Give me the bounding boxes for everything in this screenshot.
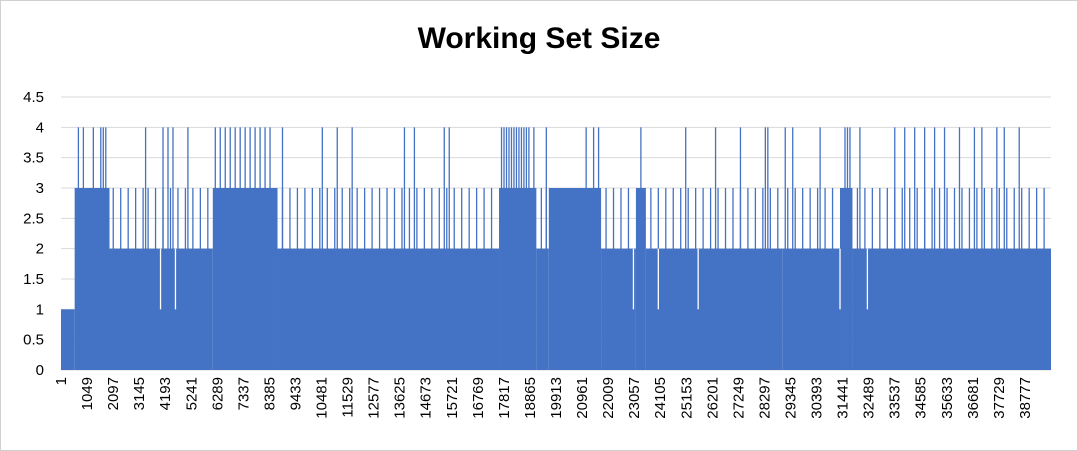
area-segment-5 (499, 188, 537, 370)
y-tick-label-2: 1 (36, 301, 44, 318)
x-axis-ticks: 1 1049 2097 3145 4193 5241 6289 7337 8385 9433 104… (53, 377, 1034, 419)
x-tick-label-35: 36681 (965, 377, 982, 419)
y-tick-label-9: 4.5 (23, 89, 44, 106)
y-tick-label-7: 3.5 (23, 150, 44, 167)
x-tick-label-10: 10481 (314, 377, 331, 419)
chart-title: Working Set Size (417, 22, 661, 55)
x-tick-label-16: 16769 (470, 377, 487, 419)
x-tick-label-9: 9433 (287, 377, 304, 410)
area-segment-8 (601, 248, 636, 370)
y-tick-label-6: 3 (36, 180, 44, 197)
x-tick-label-34: 35633 (939, 377, 956, 419)
x-tick-label-6: 6289 (209, 377, 226, 410)
x-tick-label-28: 29345 (782, 377, 799, 419)
y-tick-label-5: 2.5 (23, 210, 44, 227)
x-tick-label-23: 24105 (652, 377, 669, 419)
area-segment-0 (61, 309, 75, 370)
x-tick-label-8: 8385 (261, 377, 278, 410)
x-tick-label-37: 38777 (1017, 377, 1034, 419)
x-tick-label-0: 1 (53, 377, 70, 385)
area-segment-4 (277, 248, 500, 370)
x-tick-label-33: 34585 (913, 377, 930, 419)
y-tick-label-8: 4 (36, 119, 44, 136)
x-tick-label-4: 4193 (157, 377, 174, 410)
x-tick-label-29: 30393 (809, 377, 826, 419)
y-tick-label-4: 2 (36, 241, 44, 258)
x-tick-label-13: 13625 (392, 377, 409, 419)
x-tick-label-7: 7337 (235, 377, 252, 410)
x-tick-label-22: 23057 (626, 377, 643, 419)
x-tick-label-1: 1049 (79, 377, 96, 410)
area-segment-11 (782, 248, 841, 370)
x-tick-label-27: 28297 (756, 377, 773, 419)
area-segment-1 (74, 188, 110, 370)
x-tick-label-18: 18865 (522, 377, 539, 419)
x-tick-label-20: 20961 (574, 377, 591, 419)
x-tick-label-14: 14673 (418, 377, 435, 419)
x-tick-label-36: 37729 (991, 377, 1008, 419)
x-tick-label-30: 31441 (835, 377, 852, 419)
x-tick-label-26: 27249 (730, 377, 747, 419)
area-segment-7 (548, 188, 602, 370)
x-tick-label-15: 15721 (444, 377, 461, 419)
x-tick-label-17: 17817 (496, 377, 513, 419)
y-axis-ticks: 0 0.5 1 1.5 2 2.5 3 3.5 4 4.5 (23, 89, 44, 379)
x-tick-label-19: 19913 (548, 377, 565, 419)
x-tick-label-12: 12577 (366, 377, 383, 419)
x-tick-label-3: 3145 (131, 377, 148, 410)
x-tick-label-24: 25153 (678, 377, 695, 419)
series-area (61, 127, 1051, 370)
x-tick-label-21: 22009 (600, 377, 617, 419)
area-segment-10 (645, 248, 783, 370)
x-tick-label-25: 26201 (704, 377, 721, 419)
x-tick-label-5: 5241 (183, 377, 200, 410)
area-segment-13 (852, 248, 1051, 370)
x-tick-label-11: 11529 (340, 377, 357, 418)
y-tick-label-3: 1.5 (23, 271, 44, 288)
y-tick-label-1: 0.5 (23, 332, 44, 349)
x-tick-label-31: 32489 (861, 377, 878, 419)
x-tick-label-32: 33537 (887, 377, 904, 419)
x-tick-label-2: 2097 (105, 377, 122, 410)
y-tick-label-0: 0 (36, 362, 44, 379)
